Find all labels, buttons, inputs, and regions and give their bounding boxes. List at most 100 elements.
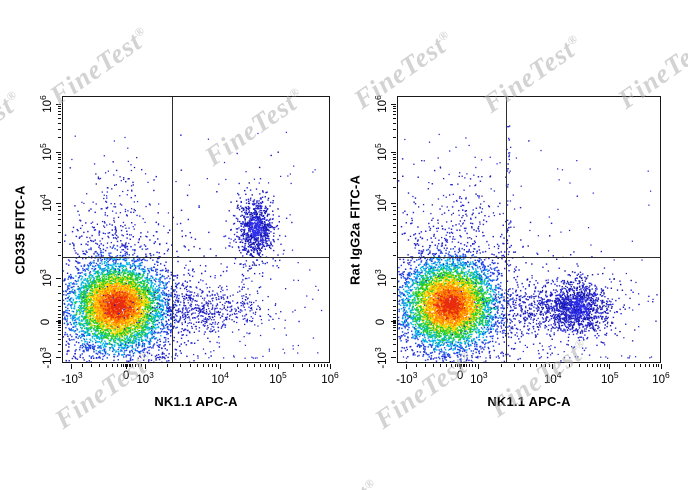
tick-mark [392, 334, 396, 336]
tick-mark [392, 156, 396, 158]
tick-mark [392, 110, 396, 112]
tick-mark [392, 122, 396, 124]
y-axis-label-right: Rat IgG2a FITC-A [347, 174, 363, 285]
tick-mark [609, 364, 611, 369]
tick-mark [459, 364, 461, 367]
tick-mark [237, 364, 239, 367]
tick-mark [471, 364, 473, 367]
tick-mark [167, 364, 169, 367]
tick-mark [478, 364, 480, 369]
tick-label: 104 [211, 370, 229, 386]
tick-mark [392, 319, 396, 321]
tick-label: 104 [543, 370, 562, 386]
tick-mark [586, 364, 588, 367]
tick-mark [660, 364, 662, 369]
tick-mark [416, 364, 418, 367]
tick-mark [392, 321, 396, 323]
tick-mark [137, 364, 139, 367]
tick-label: 105 [601, 370, 619, 386]
tick-mark [392, 137, 396, 139]
tick-mark [392, 327, 396, 329]
tick-mark [277, 364, 279, 369]
tick-mark [392, 299, 396, 301]
tick-mark [324, 364, 326, 367]
tick-mark [57, 171, 61, 173]
tick-label: 105 [269, 370, 287, 386]
tick-label: -103 [38, 347, 54, 369]
tick-mark [144, 364, 146, 369]
tick-label: 103 [470, 370, 488, 386]
tick-mark [658, 364, 660, 367]
tick-mark [57, 305, 61, 307]
tick-mark [392, 232, 396, 234]
tick-mark [392, 108, 396, 110]
tick-mark [126, 364, 128, 367]
tick-mark [197, 364, 199, 367]
tick-mark [57, 317, 61, 319]
tick-mark [540, 364, 542, 367]
tick-mark [254, 364, 256, 367]
tick-mark [57, 187, 61, 189]
tick-mark [132, 364, 134, 367]
tick-mark [57, 206, 61, 207]
tick-mark [569, 364, 571, 367]
tick-mark [130, 364, 132, 367]
tick-mark [57, 241, 61, 243]
tick-mark [112, 364, 114, 367]
tick-mark [260, 364, 262, 367]
tick-mark [624, 364, 626, 367]
tick-mark [71, 364, 73, 369]
tick-mark [392, 350, 396, 352]
tick-mark [106, 364, 108, 367]
tick-mark [392, 255, 396, 256]
tick-mark [55, 103, 61, 105]
tick-mark [603, 364, 605, 367]
tick-mark [57, 314, 61, 316]
tick-mark [592, 364, 594, 367]
tick-mark [216, 364, 218, 367]
tick-mark [392, 162, 396, 164]
tick-mark [552, 364, 554, 369]
tick-mark [57, 330, 61, 332]
tick-mark [392, 214, 396, 216]
tick-mark [462, 364, 464, 367]
tick-mark [207, 364, 209, 367]
tick-mark [392, 209, 396, 211]
tick-mark [425, 364, 427, 367]
tick-mark [461, 364, 463, 367]
tick-mark [392, 241, 396, 243]
tick-mark [655, 364, 657, 367]
plot-frame-right [397, 96, 661, 363]
tick-mark [466, 364, 468, 367]
tick-mark [57, 114, 61, 116]
tick-mark [57, 320, 61, 322]
tick-mark [392, 114, 396, 116]
tick-label: 0 [456, 370, 464, 382]
tick-mark [464, 364, 466, 367]
tick-mark [57, 350, 61, 352]
tick-mark [202, 364, 204, 367]
tick-mark [55, 357, 61, 359]
tick-mark [522, 364, 524, 367]
y-axis-label-left: CD335 FITC-A [12, 184, 28, 275]
watermark-finetest: FineTest® [274, 474, 378, 490]
tick-mark [219, 364, 221, 369]
tick-mark [392, 293, 396, 295]
tick-mark [392, 330, 396, 332]
tick-mark [535, 364, 537, 367]
tick-mark [140, 364, 142, 367]
tick-mark [457, 364, 459, 367]
tick-mark [606, 364, 608, 367]
tick-label: 105 [38, 143, 54, 161]
x-axis-label-left: NK1.1 APC-A [154, 394, 238, 409]
tick-mark [57, 344, 61, 346]
tick-mark [57, 122, 61, 124]
tick-mark [596, 364, 598, 367]
tick-mark [302, 364, 304, 367]
tick-mark [57, 166, 61, 168]
tick-mark [274, 364, 276, 367]
tick-mark [180, 364, 182, 367]
tick-mark [128, 364, 130, 367]
tick-mark [440, 364, 442, 367]
tick-mark [125, 364, 127, 367]
